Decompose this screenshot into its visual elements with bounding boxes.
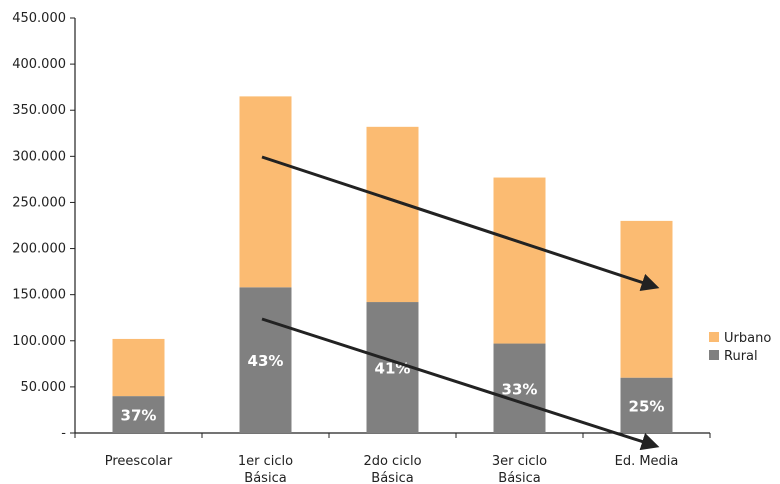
y-tick-label: 50.000 <box>21 380 67 395</box>
y-tick-label: 450.000 <box>12 11 66 26</box>
x-tick-label: Básica <box>371 471 413 484</box>
y-tick-label: 250.000 <box>12 195 66 210</box>
x-tick-label: Preescolar <box>105 454 173 469</box>
legend-label-urbano: Urbano <box>724 331 771 346</box>
y-tick-label: 200.000 <box>12 242 66 257</box>
trend-arrow-rural <box>261 317 660 451</box>
y-tick-label: 400.000 <box>12 57 66 72</box>
y-tick-label: 350.000 <box>12 103 66 118</box>
x-tick-label: 2do ciclo <box>363 454 421 469</box>
rural-share-label: 33% <box>502 380 538 398</box>
axes: - 50.000 100.000 150.000 200.000 250.000 300.0… <box>12 11 711 441</box>
rural-share-label: 25% <box>629 397 665 415</box>
x-tick-label: 3er ciclo <box>492 454 547 469</box>
bar-urbano <box>366 126 419 303</box>
y-tick-label: - <box>61 426 66 441</box>
trend-arrows <box>261 155 660 451</box>
rural-share-label: 43% <box>248 352 284 370</box>
bar-urbano <box>620 220 673 378</box>
y-tick-label: 300.000 <box>12 149 66 164</box>
legend-swatch-rural <box>709 350 719 360</box>
bar-urbano <box>112 338 165 397</box>
bar-urbano <box>493 177 546 344</box>
trend-arrow-urban <box>261 155 660 292</box>
bar-rural <box>239 287 292 433</box>
x-tick-label: Básica <box>498 471 540 484</box>
y-tick-label: 100.000 <box>12 334 66 349</box>
x-tick-label: Básica <box>244 471 286 484</box>
legend: Urbano Rural <box>709 331 771 364</box>
bar-urbano <box>239 96 292 288</box>
legend-label-rural: Rural <box>724 349 758 364</box>
bar-rural <box>620 377 673 433</box>
y-tick-label: 150.000 <box>12 288 66 303</box>
bars <box>112 96 673 433</box>
bar-rural <box>493 343 546 433</box>
x-tick-label: Ed. Media <box>615 454 679 469</box>
legend-swatch-urbano <box>709 332 719 342</box>
rural-share-label: 37% <box>121 407 157 425</box>
bar-rural <box>112 396 165 433</box>
x-tick-label: 1er ciclo <box>238 454 293 469</box>
